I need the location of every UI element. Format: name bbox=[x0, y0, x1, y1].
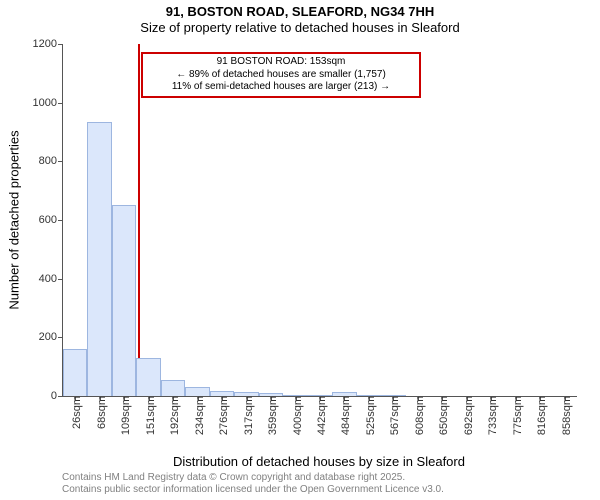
histogram-bar bbox=[63, 349, 87, 396]
y-tick-mark bbox=[58, 220, 63, 221]
y-axis-label: Number of detached properties bbox=[7, 130, 22, 309]
x-axis-label: Distribution of detached houses by size … bbox=[62, 454, 576, 469]
x-tick-label: 276sqm bbox=[214, 396, 230, 435]
x-tick-label: 68sqm bbox=[92, 396, 108, 429]
x-tick-label: 567sqm bbox=[385, 396, 401, 435]
x-tick-label: 109sqm bbox=[116, 396, 132, 435]
x-tick-label: 775sqm bbox=[508, 396, 524, 435]
x-tick-label: 608sqm bbox=[410, 396, 426, 435]
annotation-box: 91 BOSTON ROAD: 153sqm← 89% of detached … bbox=[141, 52, 421, 98]
x-tick-label: 26sqm bbox=[67, 396, 83, 429]
histogram-bar bbox=[161, 380, 185, 396]
y-tick-mark bbox=[58, 279, 63, 280]
x-tick-label: 400sqm bbox=[288, 396, 304, 435]
histogram-bar bbox=[87, 122, 111, 396]
reference-marker-line bbox=[138, 44, 140, 396]
annotation-line: 91 BOSTON ROAD: 153sqm bbox=[149, 56, 413, 69]
x-tick-label: 733sqm bbox=[483, 396, 499, 435]
chart-container: 91, BOSTON ROAD, SLEAFORD, NG34 7HH Size… bbox=[0, 0, 600, 500]
x-tick-label: 650sqm bbox=[434, 396, 450, 435]
x-tick-label: 359sqm bbox=[263, 396, 279, 435]
y-tick-mark bbox=[58, 161, 63, 162]
attribution-text: Contains HM Land Registry data © Crown c… bbox=[62, 472, 444, 496]
x-tick-label: 858sqm bbox=[557, 396, 573, 435]
x-tick-label: 234sqm bbox=[190, 396, 206, 435]
y-tick-mark bbox=[58, 337, 63, 338]
x-tick-label: 816sqm bbox=[532, 396, 548, 435]
x-tick-label: 442sqm bbox=[312, 396, 328, 435]
x-tick-label: 692sqm bbox=[459, 396, 475, 435]
y-tick-mark bbox=[58, 44, 63, 45]
y-tick-mark bbox=[58, 396, 63, 397]
histogram-bar bbox=[185, 387, 209, 396]
histogram-bar bbox=[136, 358, 160, 396]
annotation-line: ← 89% of detached houses are smaller (1,… bbox=[149, 69, 413, 82]
y-tick-mark bbox=[58, 103, 63, 104]
annotation-line: 11% of semi-detached houses are larger (… bbox=[149, 81, 413, 94]
x-tick-label: 192sqm bbox=[165, 396, 181, 435]
plot-area: 91 BOSTON ROAD: 153sqm← 89% of detached … bbox=[62, 44, 577, 397]
attribution-line: Contains HM Land Registry data © Crown c… bbox=[62, 472, 444, 484]
x-tick-label: 151sqm bbox=[141, 396, 157, 435]
x-tick-label: 317sqm bbox=[239, 396, 255, 435]
attribution-line: Contains public sector information licen… bbox=[62, 484, 444, 496]
x-tick-label: 484sqm bbox=[336, 396, 352, 435]
chart-title: 91, BOSTON ROAD, SLEAFORD, NG34 7HH bbox=[0, 0, 600, 20]
histogram-bar bbox=[112, 205, 136, 396]
x-tick-label: 525sqm bbox=[361, 396, 377, 435]
chart-subtitle: Size of property relative to detached ho… bbox=[0, 20, 600, 36]
